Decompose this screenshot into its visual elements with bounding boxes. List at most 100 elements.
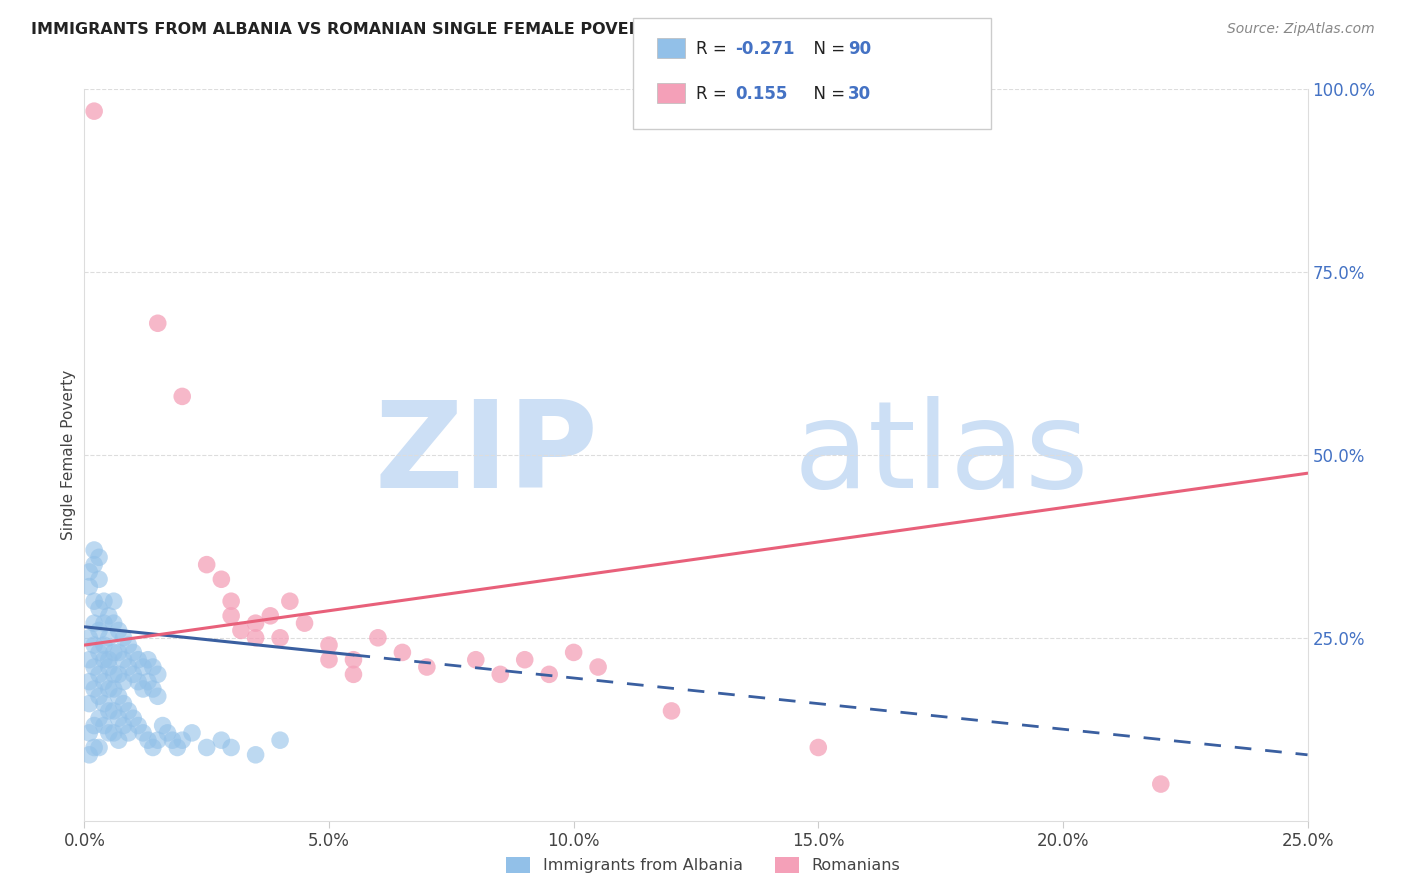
- Point: [162, 733, 184, 747]
- Point: [156, 726, 179, 740]
- Text: 30: 30: [848, 85, 870, 103]
- Text: N =: N =: [803, 85, 851, 103]
- Point: [112, 718, 135, 732]
- Y-axis label: Single Female Poverty: Single Female Poverty: [60, 370, 76, 540]
- Point: [93, 674, 115, 689]
- Point: [93, 697, 115, 711]
- Point: [83, 594, 105, 608]
- Point: [83, 638, 105, 652]
- Point: [127, 653, 149, 667]
- Point: [77, 674, 100, 689]
- Point: [107, 645, 129, 659]
- Point: [103, 667, 125, 681]
- Point: [83, 681, 105, 696]
- Point: [807, 740, 830, 755]
- Point: [87, 711, 110, 725]
- Point: [209, 572, 232, 586]
- Point: [83, 660, 105, 674]
- Point: [229, 624, 252, 638]
- Point: [107, 711, 129, 725]
- Point: [136, 653, 159, 667]
- Point: [132, 681, 155, 696]
- Point: [97, 653, 120, 667]
- Point: [93, 718, 115, 732]
- Text: N =: N =: [803, 40, 851, 58]
- Point: [146, 690, 169, 704]
- Point: [122, 711, 145, 725]
- Point: [87, 550, 110, 565]
- Point: [661, 704, 683, 718]
- Point: [391, 645, 413, 659]
- Point: [107, 624, 129, 638]
- Text: ZIP: ZIP: [374, 396, 598, 514]
- Point: [117, 726, 139, 740]
- Text: 0.155: 0.155: [735, 85, 787, 103]
- Point: [166, 740, 188, 755]
- Point: [464, 653, 486, 667]
- Legend: Immigrants from Albania, Romanians: Immigrants from Albania, Romanians: [499, 850, 907, 880]
- Point: [107, 690, 129, 704]
- Point: [294, 616, 316, 631]
- Point: [103, 726, 125, 740]
- Text: Source: ZipAtlas.com: Source: ZipAtlas.com: [1227, 22, 1375, 37]
- Point: [87, 601, 110, 615]
- Point: [97, 681, 120, 696]
- Point: [127, 718, 149, 732]
- Point: [142, 660, 165, 674]
- Point: [146, 667, 169, 681]
- Point: [97, 660, 120, 674]
- Point: [1150, 777, 1173, 791]
- Point: [367, 631, 389, 645]
- Point: [209, 733, 232, 747]
- Point: [77, 697, 100, 711]
- Point: [97, 726, 120, 740]
- Point: [245, 616, 267, 631]
- Point: [181, 726, 204, 740]
- Point: [87, 645, 110, 659]
- Text: atlas: atlas: [794, 396, 1090, 514]
- Point: [538, 667, 561, 681]
- Point: [107, 667, 129, 681]
- Point: [103, 681, 125, 696]
- Point: [269, 733, 291, 747]
- Point: [146, 733, 169, 747]
- Point: [513, 653, 536, 667]
- Point: [97, 608, 120, 623]
- Point: [269, 631, 291, 645]
- Point: [112, 697, 135, 711]
- Point: [77, 631, 100, 645]
- Point: [93, 616, 115, 631]
- Point: [87, 690, 110, 704]
- Point: [122, 645, 145, 659]
- Point: [83, 718, 105, 732]
- Point: [195, 558, 218, 572]
- Point: [152, 718, 174, 732]
- Point: [93, 594, 115, 608]
- Point: [103, 616, 125, 631]
- Point: [83, 558, 105, 572]
- Point: [97, 704, 120, 718]
- Point: [93, 653, 115, 667]
- Point: [122, 667, 145, 681]
- Point: [103, 645, 125, 659]
- Point: [107, 733, 129, 747]
- Point: [342, 667, 364, 681]
- Point: [83, 104, 105, 119]
- Point: [132, 660, 155, 674]
- Point: [127, 674, 149, 689]
- Point: [195, 740, 218, 755]
- Point: [586, 660, 609, 674]
- Point: [77, 580, 100, 594]
- Point: [146, 316, 169, 330]
- Text: R =: R =: [696, 85, 737, 103]
- Point: [117, 660, 139, 674]
- Point: [103, 594, 125, 608]
- Point: [87, 740, 110, 755]
- Point: [219, 608, 242, 623]
- Point: [77, 726, 100, 740]
- Point: [562, 645, 585, 659]
- Point: [136, 733, 159, 747]
- Point: [87, 624, 110, 638]
- Text: -0.271: -0.271: [735, 40, 794, 58]
- Point: [97, 631, 120, 645]
